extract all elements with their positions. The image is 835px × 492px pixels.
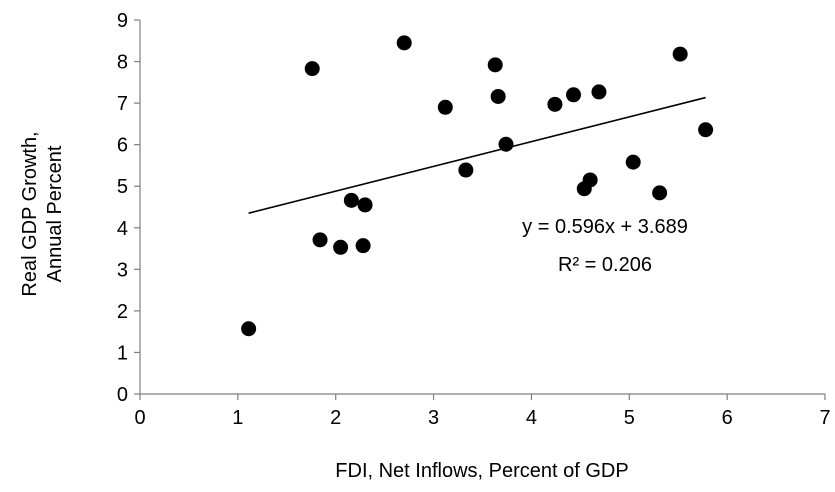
x-axis-title: FDI, Net Inflows, Percent of GDP [335,460,628,482]
data-point [304,61,320,77]
data-point [591,84,607,100]
data-point [547,96,563,112]
x-tick-label: 1 [232,407,243,429]
x-tick-label: 0 [134,407,145,429]
y-tick-label: 9 [117,10,128,32]
data-point [698,122,714,138]
y-tick-label: 0 [117,384,128,406]
data-point [343,192,359,208]
trendline-r-squared: R² = 0.206 [558,254,652,276]
data-point [357,197,373,213]
y-tick-label: 5 [117,176,128,198]
y-tick-label: 7 [117,93,128,115]
trendline-group [248,96,706,214]
y-axis-title: Real GDP Growth, Annual Percent [19,131,66,296]
x-tick-labels: 0 1 2 3 4 5 6 7 [134,407,830,429]
y-tick-label: 4 [117,218,128,240]
data-point [490,88,506,104]
data-point [333,239,349,255]
data-point [582,172,598,188]
y-axis-title-line-1: Real GDP Growth, [19,131,41,296]
data-point [312,232,328,248]
y-tick-label: 6 [117,135,128,157]
data-point [396,35,412,51]
y-tick-label: 2 [117,301,128,323]
data-point [487,57,503,73]
data-point [566,87,582,103]
data-point [652,185,668,201]
y-tick-label: 8 [117,52,128,74]
x-tick-label: 6 [722,407,733,429]
data-point [458,162,474,178]
data-points [241,35,714,337]
data-point [355,238,371,254]
y-tick-label: 3 [117,259,128,281]
trendline-equation: y = 0.596x + 3.689 [522,216,688,238]
y-tick-label: 1 [117,342,128,364]
x-tick-label: 4 [526,407,537,429]
data-point [498,136,514,152]
x-tick-label: 7 [819,407,830,429]
y-axis-title-line-2: Annual Percent [44,145,66,282]
data-point [241,321,257,337]
y-tick-labels: 0 1 2 3 4 5 6 7 8 9 [117,10,128,406]
data-point [672,46,688,62]
x-tick-label: 3 [428,407,439,429]
data-point [437,99,453,115]
x-tick-label: 2 [330,407,341,429]
axes [134,19,826,400]
data-point [625,154,641,170]
x-tick-label: 5 [624,407,635,429]
trendline [248,96,706,214]
